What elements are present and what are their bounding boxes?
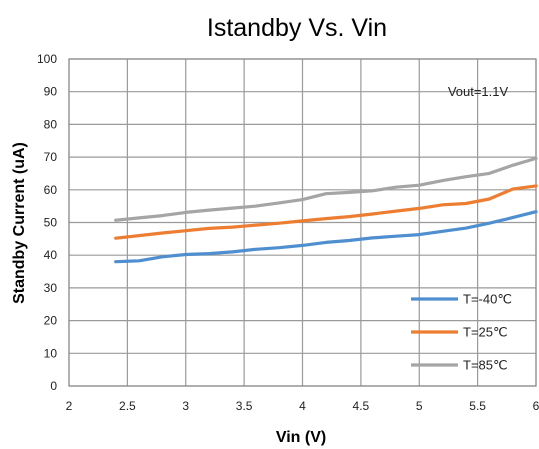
vout-annotation: Vout=1.1V bbox=[448, 84, 509, 99]
series-line-0 bbox=[114, 210, 538, 264]
x-tick-label: 5.5 bbox=[469, 399, 486, 413]
x-tick-label: 2.5 bbox=[119, 399, 136, 413]
x-tick-label: 5 bbox=[416, 399, 423, 413]
y-tick-label: 80 bbox=[44, 117, 58, 131]
legend-label-1: T=25℃ bbox=[463, 325, 508, 340]
y-tick-label: 40 bbox=[44, 248, 58, 262]
x-axis-ticks: 2 2.5 3 3.5 4 4.5 5 5.5 6 bbox=[66, 399, 539, 413]
y-tick-label: 0 bbox=[50, 379, 57, 393]
chart-title: Istandby Vs. Vin bbox=[207, 14, 387, 42]
series-lines bbox=[114, 156, 538, 264]
y-axis-ticks: 0 10 20 30 40 50 60 70 80 90 100 bbox=[37, 52, 57, 393]
x-tick-label: 4 bbox=[299, 399, 306, 413]
x-tick-label: 6 bbox=[533, 399, 539, 413]
y-tick-label: 60 bbox=[44, 183, 58, 197]
y-tick-label: 20 bbox=[44, 314, 58, 328]
series-line-2 bbox=[114, 156, 538, 222]
horizontal-gridlines bbox=[69, 58, 536, 387]
y-tick-label: 100 bbox=[37, 52, 57, 66]
x-tick-label: 2 bbox=[66, 399, 73, 413]
x-tick-label: 3.5 bbox=[236, 399, 253, 413]
plot-area bbox=[68, 58, 537, 387]
legend-label-2: T=85℃ bbox=[463, 358, 508, 373]
y-tick-label: 90 bbox=[44, 85, 58, 99]
x-tick-label: 4.5 bbox=[353, 399, 370, 413]
x-tick-label: 3 bbox=[182, 399, 189, 413]
y-axis-label: Standby Current (uA) bbox=[11, 142, 28, 304]
legend-label-0: T=-40℃ bbox=[463, 292, 512, 307]
y-tick-label: 50 bbox=[44, 216, 58, 230]
x-axis-label: Vin (V) bbox=[276, 429, 326, 446]
legend: T=-40℃ T=25℃ T=85℃ bbox=[411, 292, 512, 373]
series-line-1 bbox=[114, 184, 538, 240]
y-tick-label: 10 bbox=[44, 346, 58, 360]
y-tick-label: 30 bbox=[44, 281, 58, 295]
y-tick-label: 70 bbox=[44, 150, 58, 164]
